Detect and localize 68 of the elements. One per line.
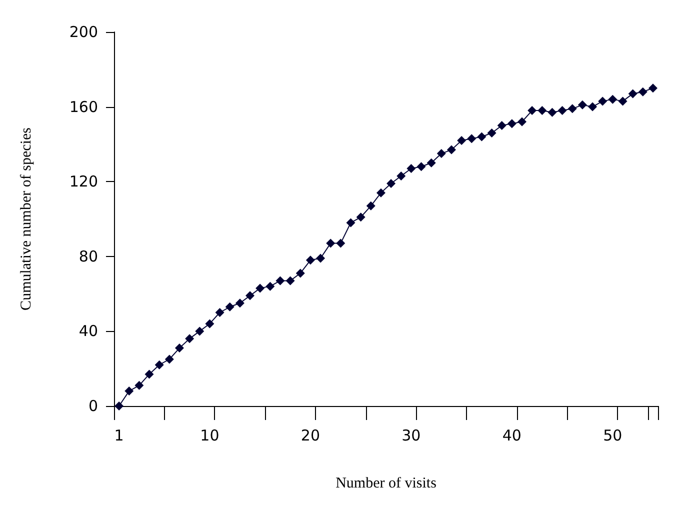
point <box>426 158 436 168</box>
point <box>356 212 366 222</box>
point <box>578 100 587 110</box>
y-tick-label: 0 <box>88 397 98 415</box>
point <box>114 402 124 410</box>
x-tick-label: 1 <box>114 426 124 444</box>
point <box>185 334 194 344</box>
point <box>396 171 406 180</box>
point <box>256 284 265 293</box>
point <box>528 106 537 116</box>
point <box>366 201 376 210</box>
point <box>235 298 244 308</box>
point <box>144 370 154 379</box>
point <box>538 106 547 116</box>
x-tick-label: 10 <box>200 426 220 444</box>
point <box>205 319 214 328</box>
point <box>497 121 506 130</box>
point <box>306 256 315 265</box>
point <box>518 117 526 126</box>
point <box>588 102 598 112</box>
y-tick-label: 80 <box>78 247 98 266</box>
point <box>276 276 285 286</box>
y-tick-label: 40 <box>78 322 98 340</box>
point <box>164 354 174 364</box>
point <box>487 128 496 138</box>
point <box>134 380 144 390</box>
y-tick-label: 160 <box>69 98 98 116</box>
point <box>406 164 416 174</box>
point <box>215 308 224 317</box>
point <box>457 136 466 145</box>
point <box>558 106 567 116</box>
point <box>416 162 426 172</box>
point <box>266 282 275 291</box>
point <box>225 302 234 312</box>
point <box>246 291 254 300</box>
x-axis-title: Number of visits <box>336 476 437 492</box>
y-axis-title: Cumulative number of species <box>18 127 34 310</box>
point <box>336 238 346 248</box>
x-tick-label: 40 <box>502 426 522 444</box>
point <box>316 254 326 263</box>
point <box>195 326 204 336</box>
y-tick-label: 120 <box>69 172 98 191</box>
point <box>174 344 184 353</box>
point <box>124 386 134 396</box>
point <box>154 360 164 370</box>
point <box>477 132 486 142</box>
point <box>286 276 295 286</box>
point <box>568 104 577 114</box>
point <box>608 94 618 104</box>
x-tick-label: 30 <box>402 426 421 444</box>
point <box>467 134 476 144</box>
point <box>638 87 648 96</box>
point <box>376 188 386 198</box>
point <box>507 119 516 128</box>
x-tick-label: 50 <box>603 426 622 444</box>
point <box>548 108 557 117</box>
point <box>436 149 446 158</box>
point <box>618 96 628 106</box>
point <box>628 89 638 98</box>
point <box>446 145 456 154</box>
point <box>648 84 658 93</box>
point <box>296 268 305 278</box>
point <box>386 178 396 188</box>
point <box>598 96 608 106</box>
y-tick-label: 200 <box>69 23 98 41</box>
point <box>346 218 356 228</box>
x-tick-label: 20 <box>300 426 320 444</box>
point <box>326 238 336 248</box>
